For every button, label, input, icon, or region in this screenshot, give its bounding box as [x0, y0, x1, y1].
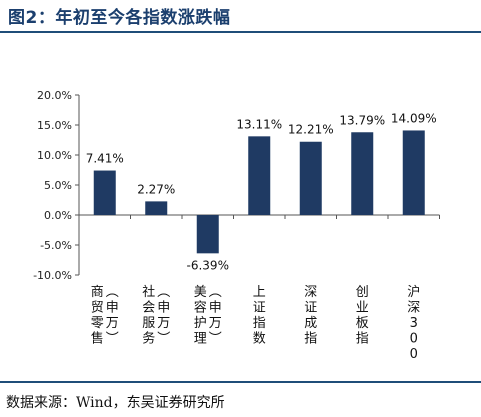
- data-label: 13.79%: [339, 113, 385, 127]
- y-tick-label: 0.0%: [44, 209, 72, 222]
- bar: [196, 215, 219, 254]
- bar: [351, 132, 374, 215]
- figure-title: 图2：年初至今各指数涨跌幅: [8, 8, 231, 28]
- category-labels: 商贸零售︵申万︶ 社会服务︵申万︶ 美容护理︵申万︶ 上证指数 深证成指 创业板指 沪深 3 0…: [91, 284, 421, 362]
- bars: [93, 130, 425, 254]
- category-label: 沪深 3 0 0: [407, 284, 420, 362]
- bar: [93, 170, 116, 215]
- category-label: 美容护理︵申万︶: [194, 285, 222, 347]
- bar: [402, 130, 425, 215]
- data-label: 7.41%: [86, 152, 124, 166]
- source-rule: [0, 381, 481, 383]
- data-label: 14.09%: [391, 111, 437, 125]
- bar: [299, 141, 322, 215]
- axes: 20.0% 15.0% 10.0% 5.0% 0.0% -5.0% -10.0%: [33, 89, 440, 282]
- bar: [145, 201, 168, 215]
- data-label: -6.39%: [187, 258, 229, 272]
- data-label: 12.21%: [288, 123, 334, 137]
- data-labels: 7.41% 2.27% -6.39% 13.11% 12.21% 13.79% 14.09%: [86, 111, 437, 272]
- category-label: 上证指数: [253, 285, 266, 347]
- y-tick-label: 15.0%: [37, 119, 72, 132]
- category-label: 创业板指: [356, 285, 369, 347]
- category-label: 商贸零售︵申万︶: [91, 285, 119, 347]
- category-label: 深证成指: [304, 285, 317, 347]
- data-label: 2.27%: [137, 182, 175, 196]
- bar: [248, 136, 271, 215]
- y-tick-label: 5.0%: [44, 179, 72, 192]
- bar-chart: 20.0% 15.0% 10.0% 5.0% 0.0% -5.0% -10.0% 7.41%…: [33, 89, 440, 362]
- source-note: 数据来源：Wind，东吴证券研究所: [6, 395, 225, 411]
- category-label: 社会服务︵申万︶: [142, 284, 170, 347]
- y-tick-label: -5.0%: [40, 239, 72, 252]
- y-tick-label: 20.0%: [37, 89, 72, 102]
- y-tick-label: 10.0%: [37, 149, 72, 162]
- data-label: 13.11%: [236, 117, 282, 131]
- title-rule: [0, 31, 481, 33]
- y-tick-label: -10.0%: [33, 269, 72, 282]
